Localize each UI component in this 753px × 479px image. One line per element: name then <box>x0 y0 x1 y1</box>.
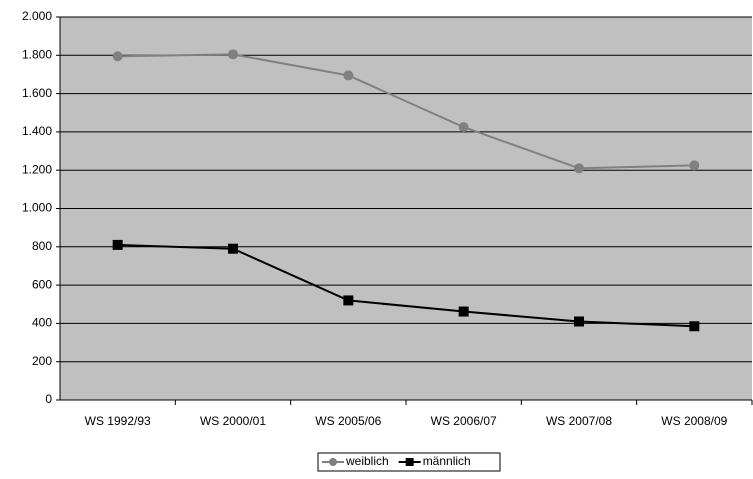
y-tick-label: 2.000 <box>22 9 52 23</box>
legend-label: männlich <box>423 454 471 468</box>
marker <box>458 122 469 133</box>
marker <box>228 49 238 60</box>
x-tick-label: WS 2007/08 <box>546 414 612 428</box>
marker <box>689 321 700 332</box>
x-tick-label: WS 1992/93 <box>85 414 151 428</box>
x-tick-label: WS 2000/01 <box>200 414 266 428</box>
legend-label: weiblich <box>345 454 389 468</box>
y-tick-label: 600 <box>32 277 52 291</box>
marker <box>574 316 584 327</box>
marker <box>112 51 123 62</box>
y-tick-label: 1.800 <box>22 47 52 61</box>
y-tick-label: 1.400 <box>22 124 52 138</box>
y-tick-label: 1.200 <box>22 162 52 176</box>
x-tick-label: WS 2005/06 <box>315 414 381 428</box>
y-tick-label: 400 <box>32 316 52 330</box>
marker <box>343 70 354 81</box>
marker <box>343 295 354 306</box>
marker <box>689 160 700 171</box>
marker <box>112 239 123 250</box>
marker <box>228 243 238 254</box>
y-tick-label: 1.600 <box>22 86 52 100</box>
series-line <box>117 53 695 170</box>
legend-marker <box>329 458 337 466</box>
y-tick-label: 1.000 <box>22 201 52 215</box>
series-line <box>117 243 695 328</box>
legend-marker <box>405 458 414 466</box>
marker <box>574 163 584 174</box>
marker <box>458 306 469 317</box>
x-tick-label: WS 2008/09 <box>661 414 727 428</box>
y-tick-label: 200 <box>32 354 52 368</box>
x-tick-label: WS 2006/07 <box>431 414 497 428</box>
y-tick-label: 800 <box>32 239 52 253</box>
y-tick-label: 0 <box>45 392 52 406</box>
